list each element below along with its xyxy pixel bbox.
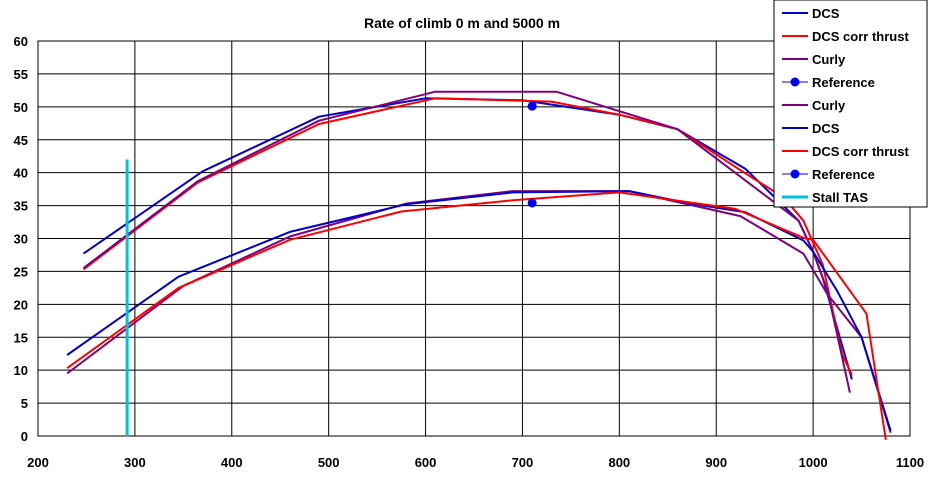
x-tick-label: 600 [415,455,437,470]
x-axis-tick-labels: 200 300 400 500 600 700 800 900 1000 1100 [27,455,924,470]
x-tick-label: 300 [124,455,146,470]
legend-label: Reference [812,167,875,182]
series-line-curly [82,90,851,393]
plot-frame [37,40,911,437]
legend-item: Curly [782,98,846,113]
y-tick-label: 60 [14,34,28,49]
legend-item: DCS corr thrust [782,29,909,44]
legend-item: Stall TAS [782,190,868,205]
x-tick-label: 900 [705,455,727,470]
series-line-curly [66,190,892,433]
y-tick-label: 50 [14,100,28,115]
legend-swatch-marker [790,169,800,179]
y-tick-label: 20 [14,297,28,312]
x-tick-label: 700 [512,455,534,470]
y-tick-label: 35 [14,199,28,214]
x-tick-label: 200 [27,455,49,470]
x-tick-label: 500 [318,455,340,470]
legend-label: Curly [812,98,846,113]
y-tick-label: 30 [14,232,28,247]
chart-title: Rate of climb 0 m and 5000 m [364,15,560,31]
series-marker-reference [527,101,537,111]
y-tick-label: 40 [14,166,28,181]
legend-label: DCS corr thrust [812,29,909,44]
legend-item: DCS [782,121,840,136]
y-tick-label: 45 [14,133,28,148]
series-line-dcs-corr-thrust [66,191,887,441]
x-tick-label: 400 [221,455,243,470]
y-axis-tick-labels: 0 5 10 15 20 25 30 35 40 45 50 55 60 [14,34,28,444]
x-tick-label: 800 [608,455,630,470]
y-tick-label: 10 [14,363,28,378]
y-tick-label: 55 [14,67,28,82]
legend-item: Reference [782,167,875,182]
legend-item: Curly [782,52,846,67]
legend-box [773,0,928,208]
x-tick-label: 1100 [896,455,924,470]
legend-label: DCS [812,121,840,136]
y-tick-label: 5 [21,396,28,411]
x-tick-label: 1000 [799,455,828,470]
legend-item: Reference [782,75,875,90]
legend-label: DCS corr thrust [812,144,909,159]
legend-label: Stall TAS [812,190,868,205]
series-line-dcs [66,190,892,431]
y-tick-label: 25 [14,264,28,279]
legend-item: DCS [782,6,840,21]
y-tick-label: 0 [21,429,28,444]
series-marker-reference [527,198,537,208]
legend-label: DCS [812,6,840,21]
legend-label: Curly [812,52,846,67]
y-tick-label: 15 [14,330,28,345]
legend-label: Reference [812,75,875,90]
series-layer [66,90,892,441]
legend-item: DCS corr thrust [782,144,909,159]
legend: DCS DCS corr thrust Curly Reference Curly DCS… [773,0,928,208]
legend-swatch-marker [790,77,800,87]
